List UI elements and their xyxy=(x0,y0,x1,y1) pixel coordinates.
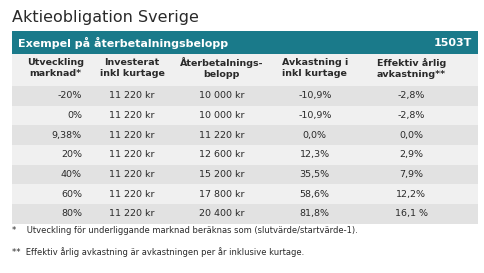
Text: 17 800 kr: 17 800 kr xyxy=(198,190,244,198)
Text: 11 220 kr: 11 220 kr xyxy=(109,131,154,140)
Text: 20 400 kr: 20 400 kr xyxy=(198,209,244,218)
Text: Investerat
inkl kurtage: Investerat inkl kurtage xyxy=(99,58,164,78)
Text: Avkastning i
inkl kurtage: Avkastning i inkl kurtage xyxy=(281,58,347,78)
Text: 35,5%: 35,5% xyxy=(299,170,329,179)
Text: 0,0%: 0,0% xyxy=(398,131,423,140)
Text: -10,9%: -10,9% xyxy=(298,91,331,100)
Text: 11 220 kr: 11 220 kr xyxy=(109,170,154,179)
Text: 12,2%: 12,2% xyxy=(395,190,425,198)
Text: **  Effektiv årlig avkastning är avkastningen per år inklusive kurtage.: ** Effektiv årlig avkastning är avkastni… xyxy=(12,247,304,257)
Text: 11 220 kr: 11 220 kr xyxy=(198,131,244,140)
Text: 12,3%: 12,3% xyxy=(299,150,329,159)
Text: 16,1 %: 16,1 % xyxy=(394,209,427,218)
Text: 11 220 kr: 11 220 kr xyxy=(109,91,154,100)
Text: Effektiv årlig
avkastning**: Effektiv årlig avkastning** xyxy=(376,58,445,79)
Text: 58,6%: 58,6% xyxy=(299,190,329,198)
Text: 10 000 kr: 10 000 kr xyxy=(198,91,244,100)
Text: -10,9%: -10,9% xyxy=(298,111,331,120)
Text: 0%: 0% xyxy=(67,111,82,120)
Text: 80%: 80% xyxy=(61,209,82,218)
Text: *    Utveckling för underliggande marknad beräknas som (slutvärde/startvärde-1).: * Utveckling för underliggande marknad b… xyxy=(12,226,357,235)
Text: 11 220 kr: 11 220 kr xyxy=(109,111,154,120)
Text: -2,8%: -2,8% xyxy=(397,91,424,100)
Text: Aktieobligation Sverige: Aktieobligation Sverige xyxy=(12,10,198,25)
Text: 15 200 kr: 15 200 kr xyxy=(198,170,244,179)
Text: Återbetalnings-
belopp: Återbetalnings- belopp xyxy=(180,57,263,79)
Text: -2,8%: -2,8% xyxy=(397,111,424,120)
Text: Utveckling
marknad*: Utveckling marknad* xyxy=(27,58,84,78)
Text: 1503T: 1503T xyxy=(433,38,471,48)
Text: 60%: 60% xyxy=(61,190,82,198)
Text: 11 220 kr: 11 220 kr xyxy=(109,150,154,159)
Text: 11 220 kr: 11 220 kr xyxy=(109,190,154,198)
Text: 7,9%: 7,9% xyxy=(398,170,423,179)
Text: 40%: 40% xyxy=(61,170,82,179)
Text: 81,8%: 81,8% xyxy=(299,209,329,218)
Text: 20%: 20% xyxy=(61,150,82,159)
Text: 11 220 kr: 11 220 kr xyxy=(109,209,154,218)
Text: 12 600 kr: 12 600 kr xyxy=(198,150,244,159)
Text: 0,0%: 0,0% xyxy=(302,131,326,140)
Text: 9,38%: 9,38% xyxy=(52,131,82,140)
Text: Exempel på återbetalningsbelopp: Exempel på återbetalningsbelopp xyxy=(18,37,227,49)
Text: -20%: -20% xyxy=(58,91,82,100)
Text: 10 000 kr: 10 000 kr xyxy=(198,111,244,120)
Text: 2,9%: 2,9% xyxy=(398,150,423,159)
